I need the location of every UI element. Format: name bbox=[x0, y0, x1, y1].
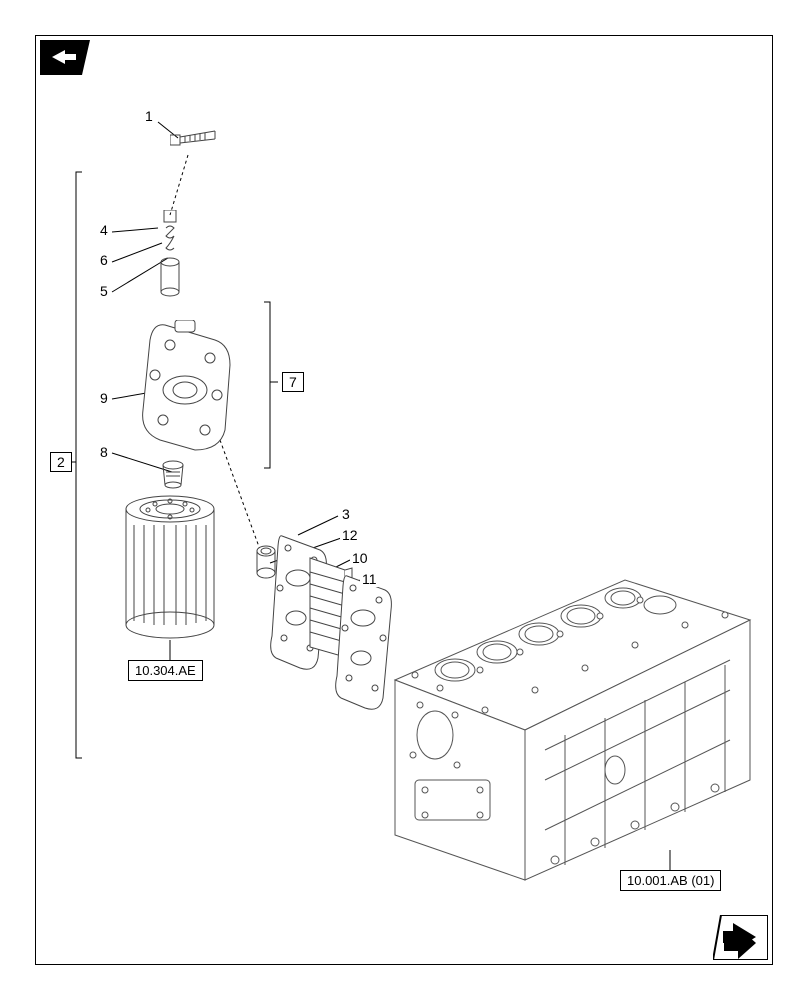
part-oil-filter bbox=[120, 495, 220, 645]
callout-9: 9 bbox=[98, 390, 110, 406]
part-filter-head bbox=[125, 320, 255, 460]
ref-filter: 10.304.AE bbox=[128, 660, 203, 681]
callout-8: 8 bbox=[98, 444, 110, 460]
callout-11: 11 bbox=[360, 571, 379, 587]
callout-2: 2 bbox=[50, 452, 72, 472]
part-fitting bbox=[160, 460, 186, 490]
callout-10: 10 bbox=[350, 550, 370, 566]
callout-3: 3 bbox=[340, 506, 352, 522]
callout-12: 12 bbox=[340, 527, 360, 543]
callout-1: 1 bbox=[143, 108, 155, 124]
callout-4: 4 bbox=[98, 222, 110, 238]
part-valve-stack bbox=[150, 210, 190, 300]
ref-block: 10.001.AB (01) bbox=[620, 870, 721, 891]
callout-6: 6 bbox=[98, 252, 110, 268]
part-bolt bbox=[170, 125, 220, 155]
part-engine-block bbox=[385, 570, 755, 890]
callout-5: 5 bbox=[98, 283, 110, 299]
callout-7: 7 bbox=[282, 372, 304, 392]
